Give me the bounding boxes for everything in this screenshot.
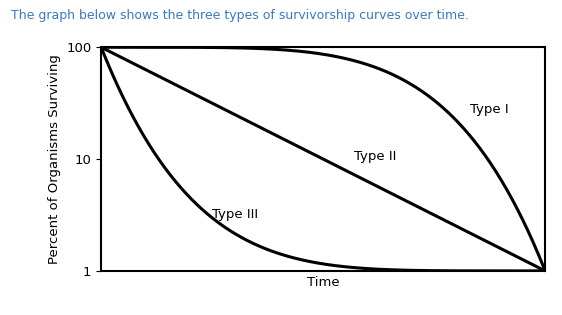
Y-axis label: Percent of Organisms Surviving: Percent of Organisms Surviving	[48, 54, 61, 264]
Text: Type I: Type I	[470, 103, 508, 116]
Text: Type II: Type II	[354, 150, 397, 163]
Text: Type III: Type III	[212, 208, 259, 221]
Text: The graph below shows the three types of survivorship curves over time.: The graph below shows the three types of…	[11, 9, 469, 22]
X-axis label: Time: Time	[307, 277, 339, 289]
